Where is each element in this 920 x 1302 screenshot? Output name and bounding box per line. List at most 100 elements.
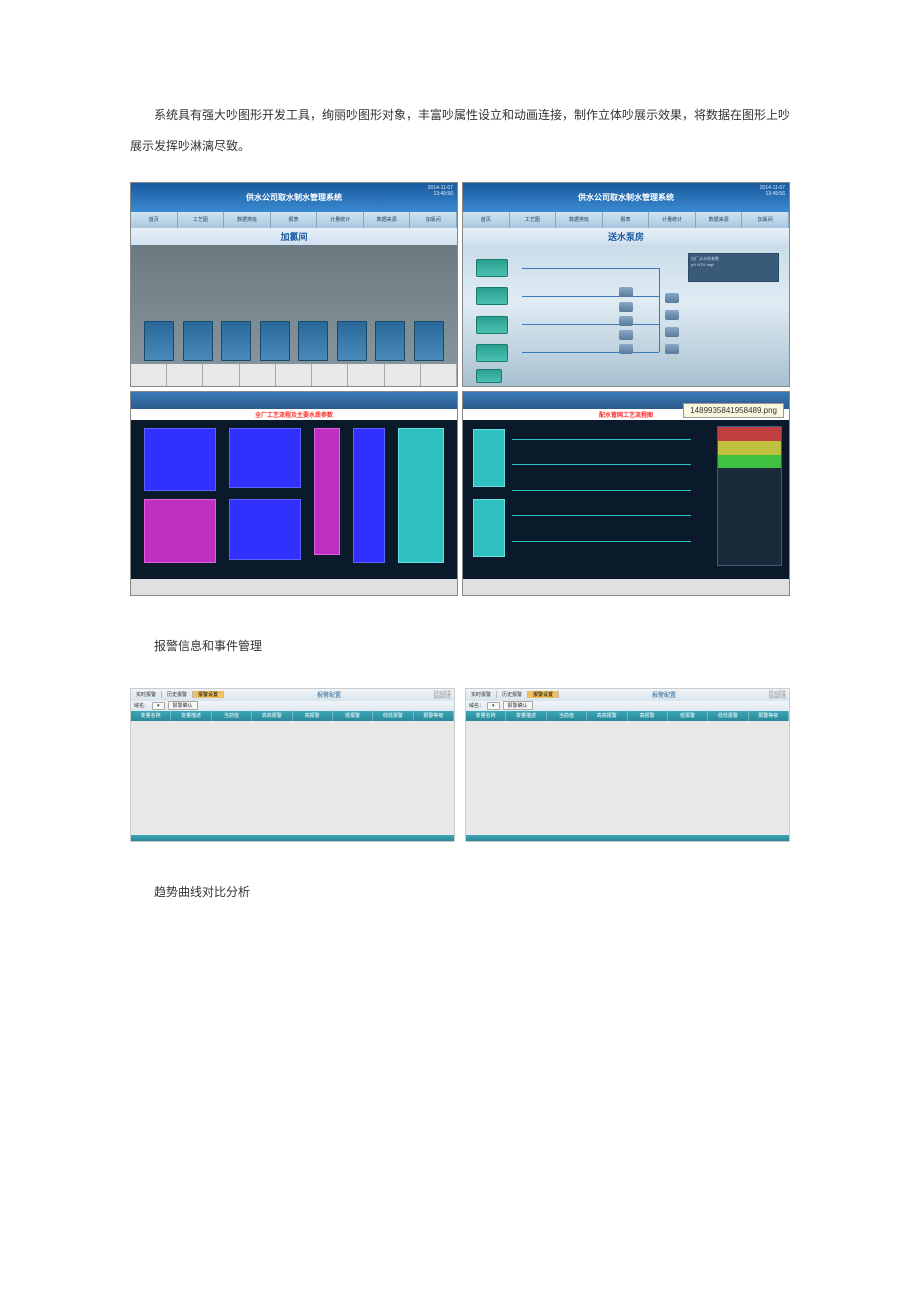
- process-block: [473, 499, 506, 556]
- col-header: 高报警: [293, 711, 333, 721]
- chlorinator-unit: [337, 321, 367, 361]
- pipe: [522, 352, 659, 353]
- dark-view-title: 全厂工艺流程及主要水质参数: [131, 409, 457, 420]
- readout-bar: [131, 364, 457, 387]
- system-title: 供水公司取水制水管理系统: [578, 192, 674, 203]
- nav-item[interactable]: 加氯间: [742, 212, 789, 228]
- process-block: [229, 499, 301, 560]
- alarm-tabs[interactable]: 实时报警 历史报警 报警设置 报警配置 开启声音关闭声音: [131, 689, 454, 701]
- col-header: 低低报警: [708, 711, 748, 721]
- water-tank: [476, 369, 502, 383]
- dark-diagram: [463, 420, 789, 580]
- pipe: [512, 515, 691, 516]
- alarm-tab-selected[interactable]: 报警设置: [193, 691, 224, 698]
- pipe: [512, 439, 691, 440]
- col-header: 高高报警: [252, 711, 292, 721]
- scada-screenshot-grid: 供水公司取水制水管理系统 2014-11-0713:49:56 首页 工艺图 数…: [130, 182, 790, 596]
- alarm-tab[interactable]: 实时报警: [466, 691, 497, 698]
- nav-item[interactable]: 数据排班: [556, 212, 603, 228]
- alarm-tab[interactable]: 历史报警: [162, 691, 193, 698]
- alarm-grid-body: [131, 721, 454, 836]
- alarm-tab-selected[interactable]: 报警设置: [528, 691, 559, 698]
- col-header: 低低报警: [373, 711, 413, 721]
- sound-toggle[interactable]: 开启声音关闭声音: [770, 691, 789, 699]
- water-quality-panel: 出厂水水质参数 pH NTU mg/l: [688, 253, 779, 281]
- nav-item[interactable]: 数据来源: [696, 212, 743, 228]
- alarm-columns-header: 变量名称 变量描述 当前值 高高报警 高报警 低报警 低低报警 报警等级: [466, 711, 789, 721]
- screenshot-distribution-network: 配水管网工艺流程图: [462, 391, 790, 596]
- view-title: 加氯间: [131, 228, 457, 245]
- section-heading-trend: 趋势曲线对比分析: [130, 877, 790, 908]
- nav-item[interactable]: 首页: [463, 212, 510, 228]
- water-tank: [476, 316, 508, 334]
- pipe: [512, 464, 691, 465]
- system-title: 供水公司取水制水管理系统: [246, 192, 342, 203]
- alarm-tabs[interactable]: 实时报警 历史报警 报警设置 报警配置 开启声音关闭声音: [466, 689, 789, 701]
- pipe: [512, 490, 691, 491]
- pump-icon: [619, 330, 633, 340]
- nav-item[interactable]: 报表: [603, 212, 650, 228]
- alarm-tab[interactable]: 历史报警: [497, 691, 528, 698]
- view-title: 送水泵房: [463, 228, 789, 245]
- chlorinator-unit: [144, 321, 174, 361]
- scada-nav[interactable]: 首页 工艺图 数据排班 报表 计量统计 数据来源 加氯间: [463, 212, 789, 228]
- chlorinator-unit: [298, 321, 328, 361]
- domain-select[interactable]: ▾: [152, 702, 165, 710]
- pipe: [522, 268, 659, 269]
- col-header: 高高报警: [587, 711, 627, 721]
- col-header: 当前值: [547, 711, 587, 721]
- col-header: 低报警: [668, 711, 708, 721]
- col-header: 变量描述: [171, 711, 211, 721]
- scada-nav[interactable]: 首页 工艺图 数据排班 报表 计量统计 数据来源 加氯间: [131, 212, 457, 228]
- col-header: 报警等级: [749, 711, 789, 721]
- col-header: 变量名称: [466, 711, 506, 721]
- pump-icon: [665, 310, 679, 320]
- nav-item[interactable]: 工艺图: [178, 212, 225, 228]
- screenshot-chlorine-room: 供水公司取水制水管理系统 2014-11-0713:49:56 首页 工艺图 数…: [130, 182, 458, 387]
- dark-footer: [131, 579, 457, 595]
- section-heading-alarm: 报警信息和事件管理: [130, 631, 790, 662]
- nav-item[interactable]: 计量统计: [317, 212, 364, 228]
- water-tank: [476, 344, 508, 362]
- header-datetime: 2014-11-0713:49:56: [760, 185, 785, 197]
- sound-toggle[interactable]: 开启声音关闭声音: [435, 691, 454, 699]
- data-table: [717, 426, 782, 566]
- chlorinator-unit: [375, 321, 405, 361]
- nav-item[interactable]: 数据来源: [364, 212, 411, 228]
- alarm-grid-body: [466, 721, 789, 836]
- nav-item[interactable]: 报表: [271, 212, 318, 228]
- pipe: [522, 324, 659, 325]
- chlorinator-unit: [183, 321, 213, 361]
- col-header: 高报警: [628, 711, 668, 721]
- confirm-alarm-button[interactable]: 报警确认: [503, 701, 533, 710]
- alarm-panel-title: 报警配置: [559, 690, 770, 699]
- process-block: [353, 428, 386, 564]
- chlorinator-unit: [260, 321, 290, 361]
- nav-item[interactable]: 首页: [131, 212, 178, 228]
- pump-icon: [619, 316, 633, 326]
- domain-select[interactable]: ▾: [487, 702, 500, 710]
- domain-label: 域名：: [469, 702, 484, 709]
- confirm-alarm-button[interactable]: 报警确认: [168, 701, 198, 710]
- alarm-tab[interactable]: 实时报警: [131, 691, 162, 698]
- intro-paragraph: 系统具有强大吵图形开发工具，绚丽吵图形对象，丰富吵属性设立和动画连接，制作立体吵…: [130, 100, 790, 162]
- water-tank: [476, 287, 508, 305]
- nav-item[interactable]: 加氯间: [410, 212, 457, 228]
- col-header: 低报警: [333, 711, 373, 721]
- chlorinator-unit: [221, 321, 251, 361]
- header-datetime: 2014-11-0713:49:56: [428, 185, 453, 197]
- process-block: [314, 428, 340, 556]
- alarm-panels-row: 实时报警 历史报警 报警设置 报警配置 开启声音关闭声音 域名： ▾ 报警确认 …: [130, 688, 790, 843]
- pump-icon: [665, 344, 679, 354]
- screenshot-plant-process: 全厂工艺流程及主要水质参数: [130, 391, 458, 596]
- dark-header: [131, 392, 457, 408]
- process-block: [144, 428, 216, 492]
- nav-item[interactable]: 计量统计: [649, 212, 696, 228]
- alarm-panel-right: 实时报警 历史报警 报警设置 报警配置 开启声音关闭声音 域名： ▾ 报警确认 …: [465, 688, 790, 843]
- scada-header: 供水公司取水制水管理系统 2014-11-0713:49:56: [463, 183, 789, 211]
- nav-item[interactable]: 工艺图: [510, 212, 557, 228]
- dark-footer: [463, 579, 789, 595]
- process-block: [144, 499, 216, 563]
- nav-item[interactable]: 数据排班: [224, 212, 271, 228]
- process-block: [398, 428, 444, 564]
